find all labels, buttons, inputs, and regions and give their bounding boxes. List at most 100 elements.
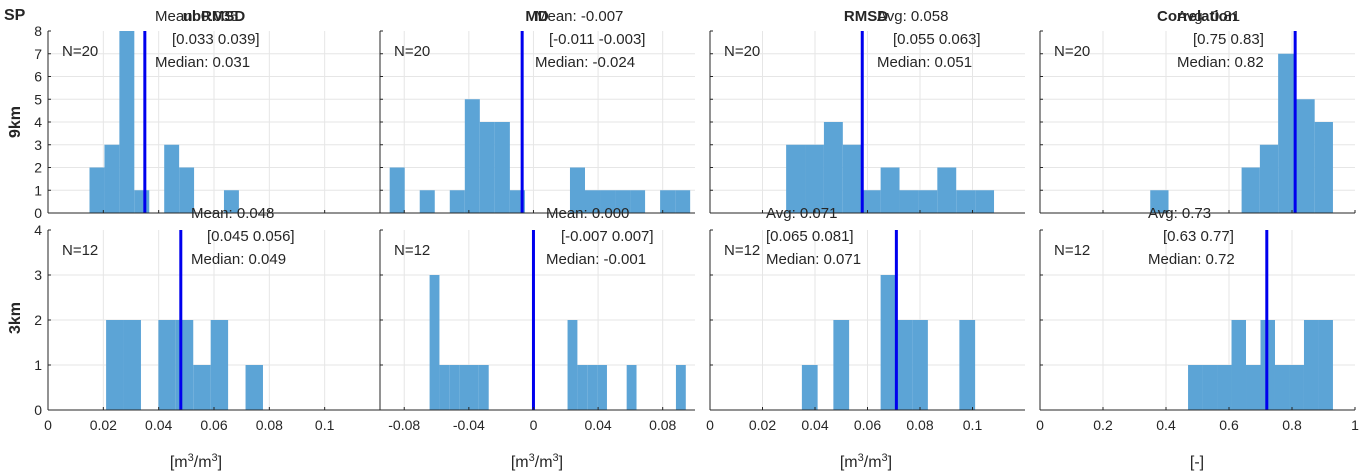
stat-label-3km-md: Mean: 0.000 xyxy=(546,205,629,222)
bar-3km-md xyxy=(577,365,588,410)
x-tick-label: -0.08 xyxy=(388,417,420,433)
count-label-9km-ubrmsd: N=20 xyxy=(62,43,98,60)
bar-3km-md xyxy=(429,275,440,410)
x-tick-label: 0.06 xyxy=(200,417,227,433)
stat-label-3km-md: Median: -0.001 xyxy=(546,251,646,268)
stat-label-3km-ubrmsd: [0.045 0.056] xyxy=(207,228,295,245)
bar-9km-md xyxy=(479,122,495,213)
bar-3km-rmsd xyxy=(880,275,897,410)
bar-3km-rmsd xyxy=(896,320,913,410)
xlabel-md: [m3/m3] xyxy=(511,452,563,471)
stat-label-3km-md: [-0.007 0.007] xyxy=(561,228,654,245)
x-tick-label: 0.06 xyxy=(854,417,881,433)
bar-9km-ubrmsd xyxy=(223,190,239,213)
bar-9km-md xyxy=(600,190,616,213)
bar-3km-md xyxy=(459,365,470,410)
count-label-3km-md: N=12 xyxy=(394,242,430,259)
stat-label-3km-rmsd: Median: 0.071 xyxy=(766,251,861,268)
xlabel-correlation: [-] xyxy=(1190,454,1204,471)
bar-9km-rmsd xyxy=(861,190,881,213)
bar-3km-md xyxy=(469,365,479,410)
bar-3km-md xyxy=(449,365,460,410)
stat-label-3km-ubrmsd: Median: 0.049 xyxy=(191,251,286,268)
stat-label-9km-rmsd: [0.055 0.063] xyxy=(893,31,981,48)
bar-3km-rmsd xyxy=(959,320,976,410)
y-tick-label: 4 xyxy=(34,222,42,238)
x-tick-label: 0 xyxy=(1036,417,1044,433)
stat-label-3km-rmsd: Avg: 0.071 xyxy=(766,205,837,222)
x-tick-label: 0.8 xyxy=(1282,417,1302,433)
bar-3km-correlation xyxy=(1202,365,1218,410)
col-title-rmsd: RMSD xyxy=(844,8,888,25)
stat-label-9km-md: Mean: -0.007 xyxy=(535,8,623,25)
bar-9km-md xyxy=(569,167,585,213)
bar-3km-correlation xyxy=(1231,320,1247,410)
stat-label-9km-correlation: [0.75 0.83] xyxy=(1193,31,1264,48)
bar-9km-ubrmsd xyxy=(164,144,180,213)
panels-group: 0 1 2 3 4 5 6 7 8 N=20 Mean: 0.035 [0.033 0.039] Med… xyxy=(34,8,1359,433)
y-tick-label: 2 xyxy=(34,312,42,328)
bar-3km-md xyxy=(597,365,607,410)
bar-3km-ubrmsd xyxy=(158,320,176,410)
bar-3km-md xyxy=(626,365,637,410)
bar-9km-ubrmsd xyxy=(179,167,195,213)
bar-3km-correlation xyxy=(1274,365,1290,410)
bar-9km-correlation xyxy=(1314,122,1333,213)
corner-label: SP xyxy=(4,7,26,24)
bar-3km-ubrmsd xyxy=(123,320,141,410)
x-tick-label: 0.04 xyxy=(801,417,828,433)
bar-3km-correlation xyxy=(1246,365,1261,410)
y-tick-label: 1 xyxy=(34,357,42,373)
y-tick-label: 7 xyxy=(34,46,42,62)
stat-label-9km-md: Median: -0.024 xyxy=(535,54,635,71)
y-tick-label: 0 xyxy=(34,205,42,221)
x-tick-label: -0.04 xyxy=(453,417,485,433)
bar-9km-rmsd xyxy=(899,190,919,213)
bar-3km-correlation xyxy=(1303,320,1319,410)
count-label-9km-rmsd: N=20 xyxy=(724,43,760,60)
stat-label-9km-rmsd: Avg: 0.058 xyxy=(877,8,948,25)
x-tick-label: 0 xyxy=(530,417,538,433)
bar-9km-ubrmsd xyxy=(104,144,120,213)
x-tick-label: 0 xyxy=(706,417,714,433)
x-tick-label: 0.2 xyxy=(1093,417,1113,433)
y-tick-label: 3 xyxy=(34,137,42,153)
bar-3km-rmsd xyxy=(912,320,928,410)
y-tick-label: 0 xyxy=(34,402,42,418)
y-tick-label: 1 xyxy=(34,182,42,198)
count-label-3km-rmsd: N=12 xyxy=(724,242,760,259)
row-label-9km: 9km xyxy=(7,106,24,138)
stat-label-3km-correlation: Avg: 0.73 xyxy=(1148,205,1211,222)
x-tick-label: 0.04 xyxy=(145,417,172,433)
stat-label-9km-correlation: Median: 0.82 xyxy=(1177,54,1264,71)
bar-9km-md xyxy=(630,190,646,213)
bar-3km-md xyxy=(675,365,686,410)
stat-label-9km-correlation: Avg: 0.81 xyxy=(1177,8,1240,25)
bar-9km-rmsd xyxy=(956,190,976,213)
x-tick-label: 1 xyxy=(1351,417,1359,433)
bar-3km-md xyxy=(567,320,578,410)
bar-3km-ubrmsd xyxy=(245,365,263,410)
bar-9km-md xyxy=(660,190,676,213)
bar-9km-rmsd xyxy=(918,190,938,213)
stat-label-9km-ubrmsd: [0.033 0.039] xyxy=(172,31,260,48)
bar-9km-rmsd xyxy=(880,167,900,213)
bar-3km-md xyxy=(478,365,489,410)
bar-9km-correlation xyxy=(1150,190,1169,213)
stat-label-3km-rmsd: [0.065 0.081] xyxy=(766,228,854,245)
xlabel-ubrmsd: [m3/m3] xyxy=(170,452,222,471)
bar-9km-md xyxy=(464,99,480,213)
bar-3km-ubrmsd xyxy=(175,320,194,410)
y-tick-label: 2 xyxy=(34,160,42,176)
x-tick-label: 0.6 xyxy=(1219,417,1239,433)
bar-3km-rmsd xyxy=(833,320,850,410)
x-tick-label: 0.08 xyxy=(906,417,933,433)
bar-9km-md xyxy=(389,167,405,213)
bar-9km-rmsd xyxy=(975,190,995,213)
stat-label-9km-md: [-0.011 -0.003] xyxy=(549,31,645,48)
bar-3km-rmsd xyxy=(801,365,818,410)
bar-9km-md xyxy=(584,190,601,213)
stat-label-3km-correlation: Median: 0.72 xyxy=(1148,251,1235,268)
y-tick-label: 3 xyxy=(34,267,42,283)
